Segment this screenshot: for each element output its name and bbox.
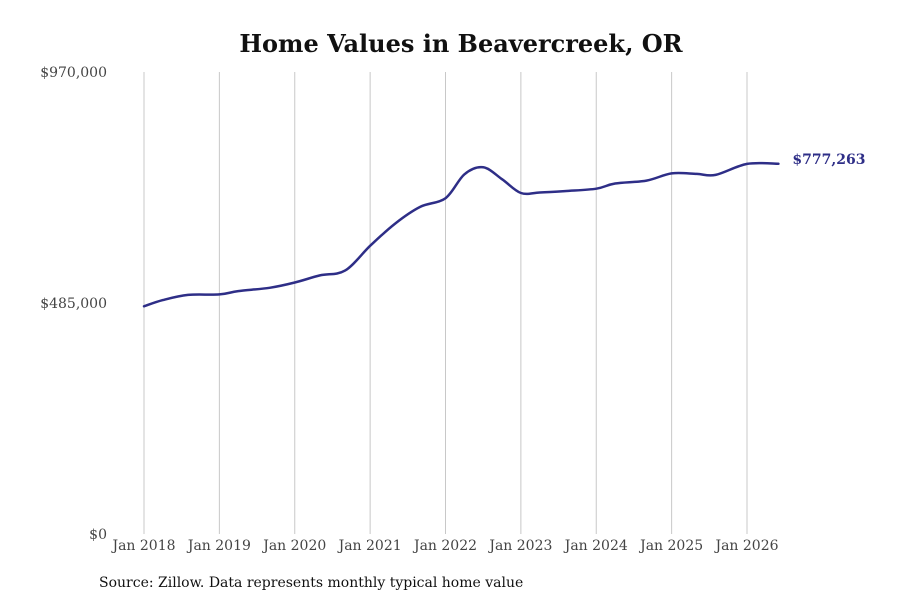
x-axis-tick-labels: Jan 2018 Jan 2019 Jan 2020 Jan 2021 Jan 2022… bbox=[110, 538, 778, 554]
source-note: Source: Zillow. Data represents monthly … bbox=[99, 575, 523, 591]
vertical-gridlines bbox=[143, 72, 748, 534]
series-line bbox=[142, 161, 780, 308]
x-tick-label: Jan 2020 bbox=[261, 538, 326, 554]
x-tick-label: Jan 2024 bbox=[563, 538, 628, 554]
y-tick-label: $485,000 bbox=[40, 296, 107, 312]
y-tick-label: $0 bbox=[89, 527, 107, 543]
x-tick-label: Jan 2026 bbox=[713, 538, 778, 554]
x-tick-label: Jan 2018 bbox=[110, 538, 175, 554]
y-tick-label: $970,000 bbox=[40, 65, 107, 81]
x-tick-label: Jan 2022 bbox=[412, 538, 477, 554]
x-tick-label: Jan 2019 bbox=[186, 538, 251, 554]
chart-title: Home Values in Beavercreek, OR bbox=[239, 29, 683, 58]
end-value-label: $777,263 bbox=[792, 152, 865, 168]
x-tick-label: Jan 2023 bbox=[487, 538, 552, 554]
y-axis-tick-labels: $0 $485,000 $970,000 bbox=[40, 65, 107, 543]
x-tick-label: Jan 2025 bbox=[638, 538, 703, 554]
x-tick-label: Jan 2021 bbox=[337, 538, 402, 554]
